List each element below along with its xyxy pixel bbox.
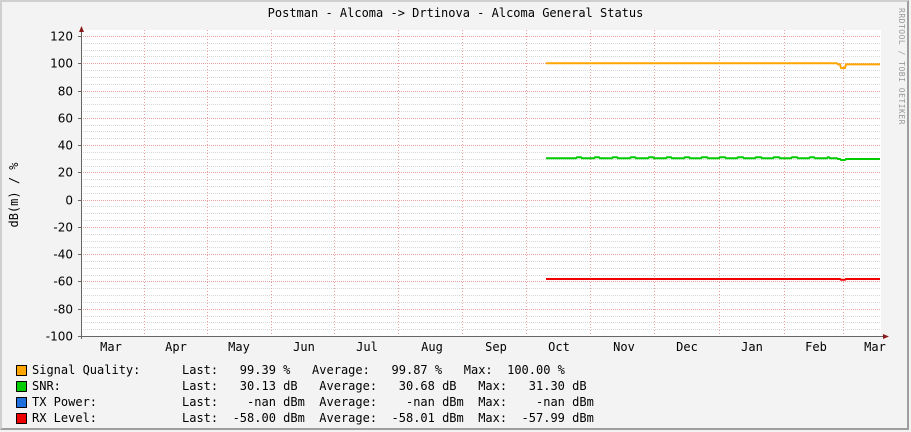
signal-quality-line bbox=[546, 62, 880, 69]
plot-canvas bbox=[81, 30, 881, 336]
y-tick-label: -20 bbox=[53, 221, 73, 235]
x-tick-label: Dec bbox=[676, 340, 698, 354]
legend-row: RX Level: Last: -58.00 dBm Average: -58.0… bbox=[16, 410, 594, 426]
snr-line bbox=[546, 156, 880, 161]
plot-area: 120 100 80 60 40 20 0 -20 -40 -60 -80 -100 Mar Apr May… bbox=[46, 26, 889, 354]
x-tick-label: Apr bbox=[165, 340, 187, 354]
y-tick-label: 60 bbox=[58, 112, 73, 126]
y-axis-arrow-icon bbox=[79, 26, 84, 32]
x-tick-label: Oct bbox=[548, 340, 570, 354]
legend-color-swatch bbox=[16, 396, 27, 408]
legend-series-name: SNR: bbox=[32, 379, 61, 393]
legend-series-name: RX Level: bbox=[32, 411, 98, 425]
y-tick-label: 120 bbox=[50, 30, 73, 44]
y-tick-label: -40 bbox=[53, 248, 73, 262]
x-tick-label: Mar bbox=[864, 340, 886, 354]
rx-level-line bbox=[546, 278, 880, 281]
legend-color-swatch bbox=[16, 380, 27, 392]
y-tick-label: -60 bbox=[53, 275, 73, 289]
x-tick-label: Nov bbox=[613, 340, 635, 354]
y-tick-label: -80 bbox=[53, 303, 73, 317]
x-axis-arrow-icon bbox=[883, 334, 889, 339]
x-tick-label: Jan bbox=[741, 340, 763, 354]
chart-title: Postman - Alcoma -> Drtinova - Alcoma Ge… bbox=[267, 6, 644, 20]
x-tick-label: Jul bbox=[356, 340, 378, 354]
x-tick-label: Sep bbox=[485, 340, 507, 354]
x-tick-label: May bbox=[228, 340, 250, 354]
y-tick-label: -100 bbox=[46, 330, 73, 344]
x-tick-label: Mar bbox=[100, 340, 122, 354]
legend-color-swatch bbox=[16, 364, 27, 376]
legend-row: Signal Quality: Last: 99.39 % Average: 99… bbox=[16, 362, 594, 378]
y-tick-label: 40 bbox=[58, 139, 73, 153]
x-tick-label: Feb bbox=[805, 340, 827, 354]
legend-stats: Last: 30.13 dB Average: 30.68 dB Max: 31… bbox=[182, 379, 587, 393]
x-tick-label: Aug bbox=[421, 340, 443, 354]
legend-series-name: TX Power: bbox=[32, 395, 98, 409]
y-tick-label: 0 bbox=[65, 194, 73, 208]
rrdtool-watermark: RRDTOOL / TOBI OETIKER bbox=[897, 8, 906, 125]
legend-row: TX Power: Last: -nan dBm Average: -nan dB… bbox=[16, 394, 594, 410]
y-tick-label: 80 bbox=[58, 85, 73, 99]
legend-color-swatch bbox=[16, 412, 27, 424]
legend-stats: Last: -58.00 dBm Average: -58.01 dBm Max… bbox=[182, 411, 594, 425]
x-tick-label: Jun bbox=[293, 340, 315, 354]
y-tick-label: 20 bbox=[58, 166, 73, 180]
legend-stats: Last: 99.39 % Average: 99.87 % Max: 100.… bbox=[182, 363, 573, 377]
legend-stats: Last: -nan dBm Average: -nan dBm Max: -n… bbox=[182, 395, 594, 409]
y-tick-label: 100 bbox=[50, 57, 73, 71]
legend-row: SNR: Last: 30.13 dB Average: 30.68 dB Max… bbox=[16, 378, 594, 394]
legend-series-name: Signal Quality: bbox=[32, 363, 141, 377]
legend: Signal Quality: Last: 99.39 % Average: 99… bbox=[16, 362, 594, 426]
